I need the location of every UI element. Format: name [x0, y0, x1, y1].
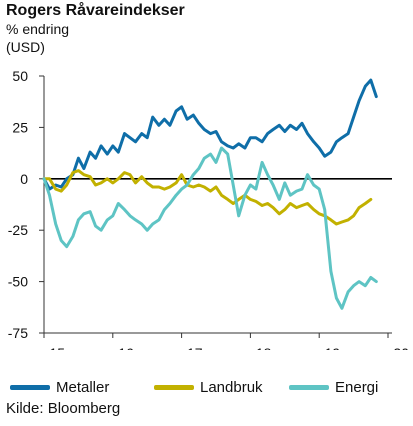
chart-axes: 50 25 0 -25 -50 -75 sep.15 sep.16 sep.17 sep.18 se… [8, 68, 409, 350]
series-line-landbruk [42, 169, 373, 226]
x-tick-label: sep.16 [92, 345, 134, 350]
y-tick-label: -25 [8, 222, 28, 238]
legend-label-landbruk: Landbruk [200, 378, 263, 396]
legend-label-energi: Energi [335, 378, 379, 396]
legend-item-energi: Energi [289, 376, 378, 398]
series-line-energi [42, 146, 378, 310]
x-tick-label: sep.18 [229, 345, 271, 350]
chart-legend: Metaller Landbruk Energi [6, 376, 410, 398]
chart-subtitle: % endring (USD) [6, 20, 69, 56]
x-tick-label: sep.20 [367, 345, 409, 350]
legend-item-metaller: Metaller [10, 376, 109, 398]
subtitle-currency: (USD) [6, 39, 45, 55]
line-chart: 50 25 0 -25 -50 -75 sep.15 sep.16 sep.17 sep.18 se… [8, 68, 409, 350]
source-note: Kilde: Bloomberg [6, 400, 121, 417]
legend-item-landbruk: Landbruk [154, 376, 263, 398]
legend-swatch-energi [289, 384, 329, 390]
y-tick-label: 50 [12, 68, 28, 84]
y-tick-label: 0 [20, 171, 28, 187]
series-line-metaller [42, 78, 378, 191]
x-tick-label: sep.15 [23, 345, 65, 350]
legend-swatch-metaller [10, 384, 50, 390]
legend-label-metaller: Metaller [56, 378, 110, 396]
x-tick-label: sep.19 [298, 345, 340, 350]
y-tick-label: 25 [12, 119, 28, 135]
y-tick-label: -50 [8, 274, 28, 290]
x-tick-label: sep.17 [161, 345, 203, 350]
subtitle-unit: % endring [6, 21, 70, 37]
chart-title: Rogers Råvareindekser [6, 2, 185, 19]
y-tick-label: -75 [8, 325, 28, 341]
legend-swatch-landbruk [154, 384, 194, 390]
chart-series [42, 78, 378, 310]
